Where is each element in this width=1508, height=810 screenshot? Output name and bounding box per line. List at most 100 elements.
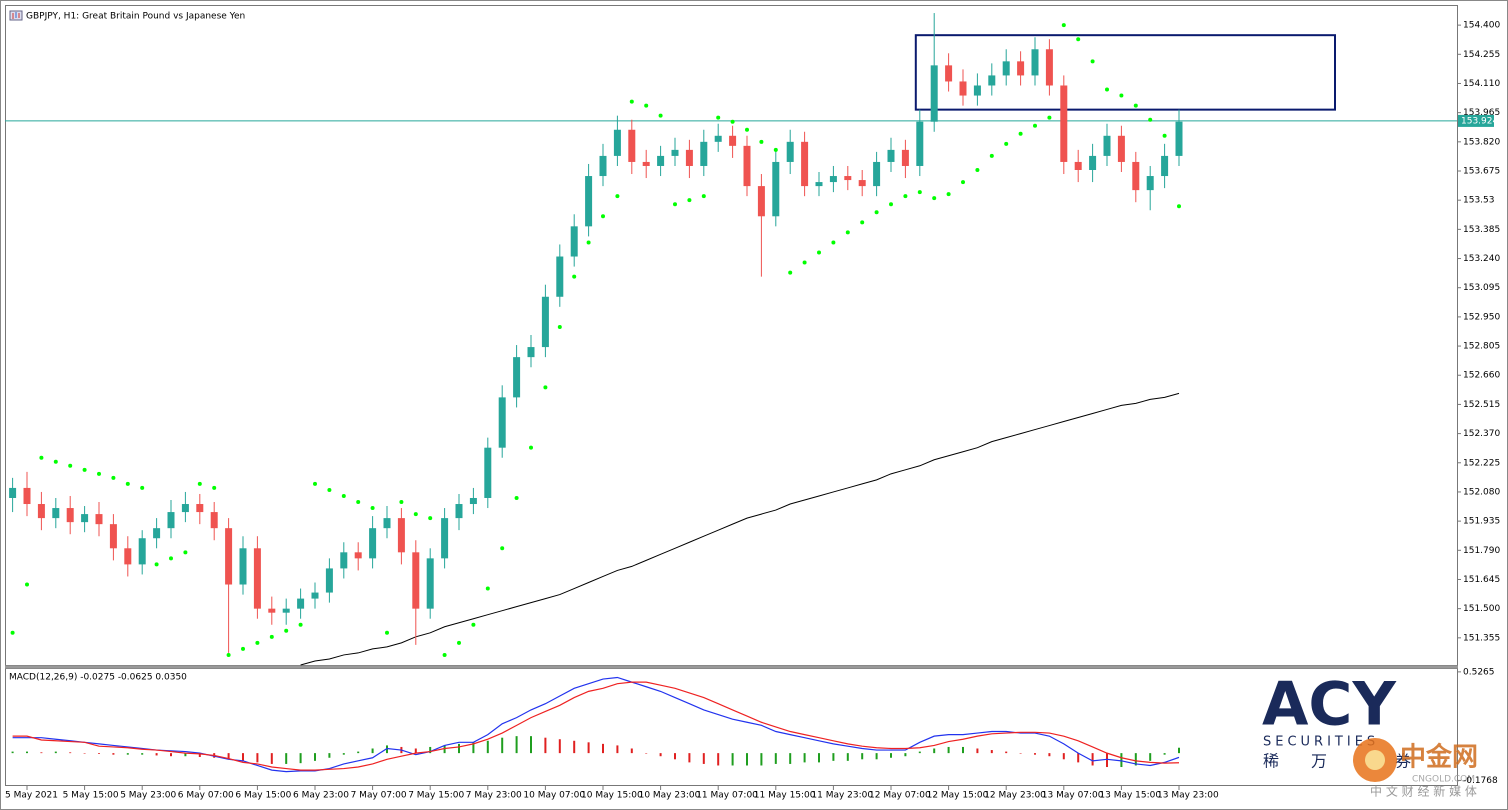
- sar-dot: [514, 495, 519, 500]
- sar-dot: [370, 506, 375, 511]
- candle-body: [311, 592, 319, 599]
- candle-body: [570, 226, 578, 257]
- candle-body: [196, 504, 204, 513]
- candle-body: [757, 186, 765, 217]
- candle-body: [325, 568, 333, 593]
- y-tick-label: 151.935: [1463, 517, 1500, 527]
- candle-body: [9, 487, 17, 498]
- candle-body: [181, 504, 189, 513]
- macd-histogram-bar: [184, 753, 187, 757]
- macd-histogram-bar: [1077, 753, 1080, 763]
- macd-histogram-bar: [501, 737, 504, 754]
- macd-histogram-bar: [674, 753, 676, 760]
- sar-dot: [831, 240, 836, 245]
- macd-histogram-bar: [688, 753, 691, 763]
- macd-histogram-bar: [256, 753, 259, 763]
- sar-dot: [298, 622, 303, 627]
- macd-histogram-bar: [1163, 753, 1166, 755]
- sar-dot: [385, 630, 389, 635]
- sar-dot: [572, 274, 577, 279]
- candle-body: [801, 141, 809, 187]
- y-tick-label: 152.225: [1463, 458, 1500, 468]
- macd-line: [12, 681, 1180, 771]
- macd-histogram-bar: [947, 746, 950, 754]
- macd-histogram-bar: [443, 745, 446, 754]
- sar-dot: [874, 210, 879, 215]
- sar-dot: [860, 220, 865, 225]
- y-tick-label: 154.400: [1463, 21, 1500, 31]
- candle-body: [124, 548, 132, 565]
- macd-histogram-bar: [342, 753, 345, 755]
- logo-name: ACY: [1262, 670, 1397, 740]
- candle-body: [988, 75, 996, 86]
- candle-body: [95, 514, 103, 525]
- macd-histogram-bar: [616, 745, 619, 754]
- y-tick-label: 154.255: [1463, 50, 1500, 60]
- candle-body: [1002, 61, 1010, 76]
- candle-body: [1161, 155, 1169, 177]
- candle-body: [642, 161, 650, 166]
- x-tick-label: 10 May 07:00: [523, 791, 585, 801]
- macd-histogram-bar: [630, 748, 633, 754]
- candle-body: [225, 528, 233, 585]
- y-tick-label: -0.1768: [1463, 776, 1498, 786]
- macd-histogram-bar: [803, 753, 806, 763]
- sar-dot: [759, 139, 764, 144]
- sar-dot: [269, 634, 274, 639]
- candle-body: [1060, 85, 1068, 162]
- macd-histogram-bar: [69, 752, 72, 754]
- macd-histogram-bar: [112, 753, 115, 755]
- macd-histogram-bar: [1106, 753, 1108, 768]
- macd-histogram-bar: [357, 751, 360, 754]
- x-tick-label: 7 May 07:00: [351, 791, 407, 801]
- y-tick-label: 151.645: [1463, 575, 1500, 585]
- macd-histogram-bar: [774, 753, 777, 764]
- watermark: 中金网 CNGOLD.COM 中 文 财 经 新 媒 体: [1353, 738, 1478, 799]
- sar-dot: [1162, 133, 1167, 138]
- sar-dot: [111, 475, 116, 480]
- sar-dot: [845, 230, 850, 235]
- sar-dot: [716, 115, 721, 120]
- zone-box: [914, 34, 1336, 111]
- macd-histogram-bar: [83, 753, 86, 754]
- sar-dot: [1004, 141, 1009, 146]
- sar-dot: [169, 556, 173, 561]
- last-price-label: 153.924: [1461, 116, 1498, 126]
- macd-histogram-bar: [702, 753, 705, 764]
- x-tick-label: 10 May 15:00: [581, 791, 643, 801]
- macd-histogram-bar: [1019, 753, 1022, 754]
- candle-body: [887, 149, 895, 162]
- logo-cn: 券: [1395, 752, 1411, 771]
- candle-body: [786, 141, 794, 162]
- macd-histogram-bar: [1178, 747, 1180, 754]
- y-tick-label: 152.950: [1463, 312, 1500, 322]
- macd-histogram-bar: [933, 748, 936, 754]
- macd-histogram-bar: [1120, 753, 1123, 768]
- macd-histogram-bar: [486, 740, 489, 754]
- candle-body: [153, 528, 161, 539]
- candle-body: [412, 552, 420, 609]
- candle-body: [469, 497, 477, 505]
- macd-histogram-bar: [26, 751, 28, 754]
- candle-body: [210, 512, 218, 529]
- sar-dot: [673, 202, 677, 207]
- y-tick-label: 153.385: [1463, 225, 1500, 235]
- sar-dot: [241, 646, 245, 651]
- watermark-site: CNGOLD.COM: [1412, 775, 1475, 785]
- watermark-tagline: 中 文 财 经 新 媒 体: [1370, 784, 1477, 799]
- macd-histogram-bar: [918, 751, 921, 754]
- candle-body: [541, 296, 549, 348]
- macd-histogram-bar: [962, 746, 964, 754]
- sar-dot: [1133, 103, 1138, 108]
- candle-body: [484, 447, 492, 498]
- macd-histogram-bar: [227, 753, 230, 760]
- candle-body: [340, 552, 348, 569]
- macd-histogram-bar: [141, 753, 144, 755]
- sar-dot: [644, 103, 649, 108]
- macd-histogram-bar: [731, 753, 734, 766]
- macd-histogram-bar: [1091, 753, 1094, 766]
- macd-histogram-bar: [98, 753, 100, 754]
- sar-dot: [1119, 93, 1124, 98]
- macd-histogram-bar: [126, 753, 129, 755]
- y-tick-label: 152.080: [1463, 487, 1500, 497]
